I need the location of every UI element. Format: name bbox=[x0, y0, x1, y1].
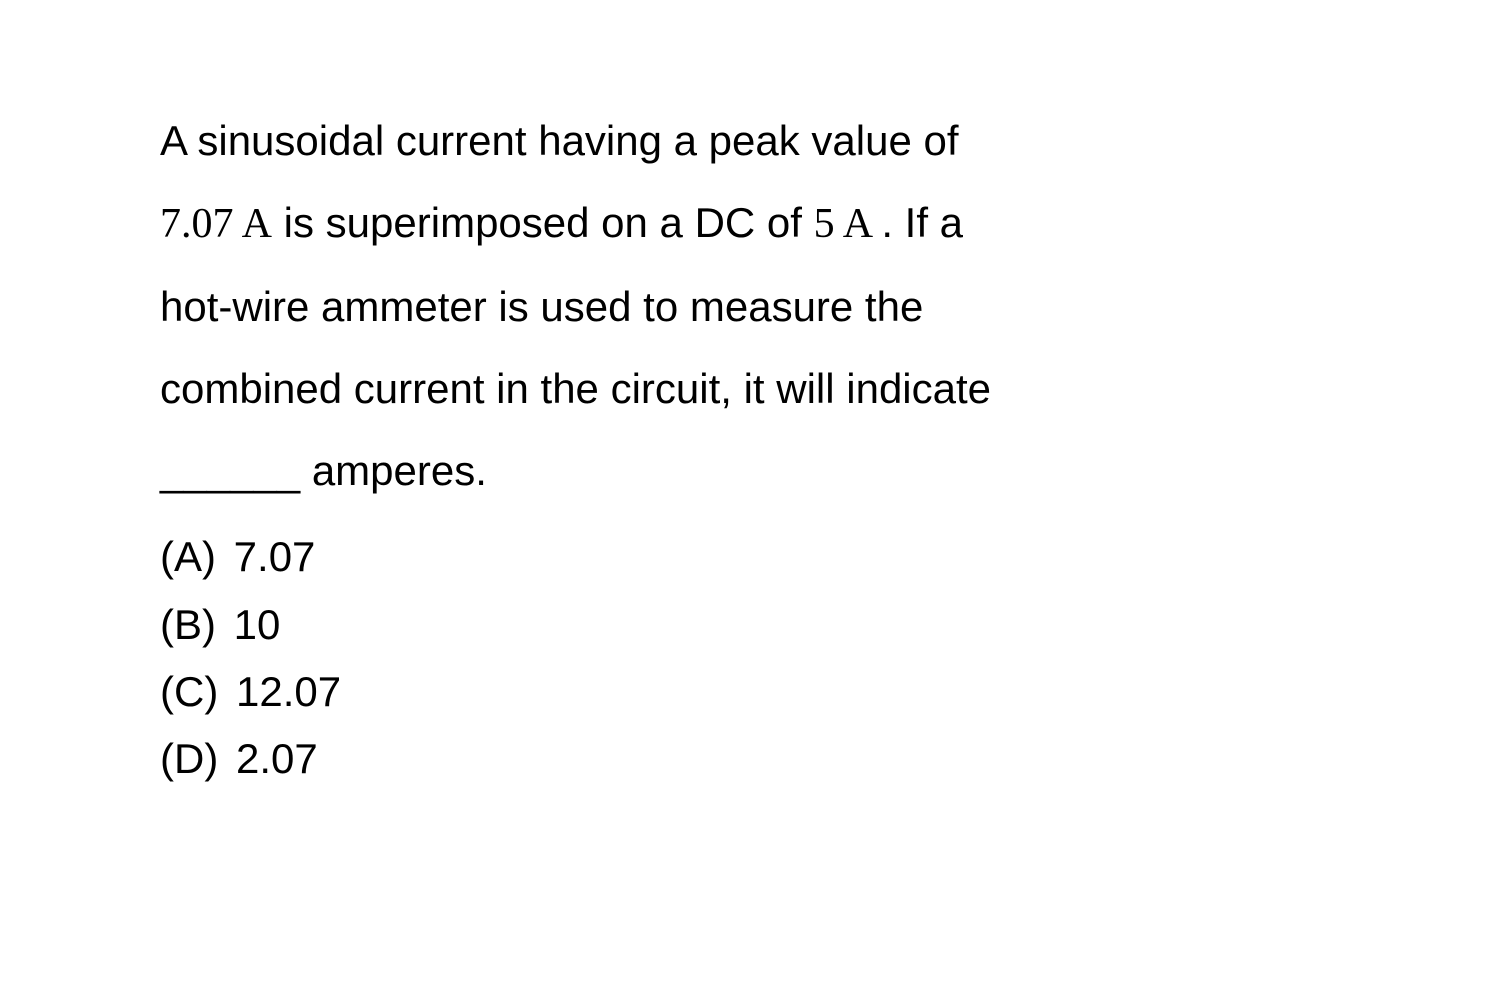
question-line-3: hot-wire ammeter is used to measure the bbox=[160, 266, 1340, 348]
text-part-3: . If a bbox=[881, 199, 963, 246]
option-b-label: (B) bbox=[160, 601, 216, 648]
text-part-4: hot-wire ammeter is used to measure the bbox=[160, 283, 923, 330]
option-d-label: (D) bbox=[160, 735, 218, 782]
peak-value: 7.07 A bbox=[160, 201, 272, 247]
question-line-4: combined current in the circuit, it will… bbox=[160, 348, 1340, 430]
question-stem: A sinusoidal current having a peak value… bbox=[160, 100, 1340, 511]
option-a[interactable]: (A) 7.07 bbox=[160, 523, 1340, 590]
text-part-2: is superimposed on a DC of bbox=[272, 199, 814, 246]
option-b-value: 10 bbox=[234, 601, 281, 648]
text-part-6: amperes. bbox=[300, 447, 487, 494]
question-line-2: 7.07 A is superimposed on a DC of 5 A . … bbox=[160, 182, 1340, 266]
option-b[interactable]: (B) 10 bbox=[160, 591, 1340, 658]
option-a-label: (A) bbox=[160, 533, 216, 580]
option-c-value: 12.07 bbox=[236, 668, 341, 715]
option-d-value: 2.07 bbox=[236, 735, 318, 782]
option-c[interactable]: (C) 12.07 bbox=[160, 658, 1340, 725]
question-line-5: ______ amperes. bbox=[160, 430, 1340, 512]
text-part-5: combined current in the circuit, it will… bbox=[160, 365, 991, 412]
fill-blank: ______ bbox=[160, 447, 300, 494]
option-a-value: 7.07 bbox=[234, 533, 316, 580]
dc-value: 5 A bbox=[814, 201, 882, 247]
options-list: (A) 7.07 (B) 10 (C) 12.07 (D) 2.07 bbox=[160, 523, 1340, 792]
text-part-1: A sinusoidal current having a peak value… bbox=[160, 117, 959, 164]
option-c-label: (C) bbox=[160, 668, 218, 715]
question-line-1: A sinusoidal current having a peak value… bbox=[160, 100, 1340, 182]
option-d[interactable]: (D) 2.07 bbox=[160, 725, 1340, 792]
